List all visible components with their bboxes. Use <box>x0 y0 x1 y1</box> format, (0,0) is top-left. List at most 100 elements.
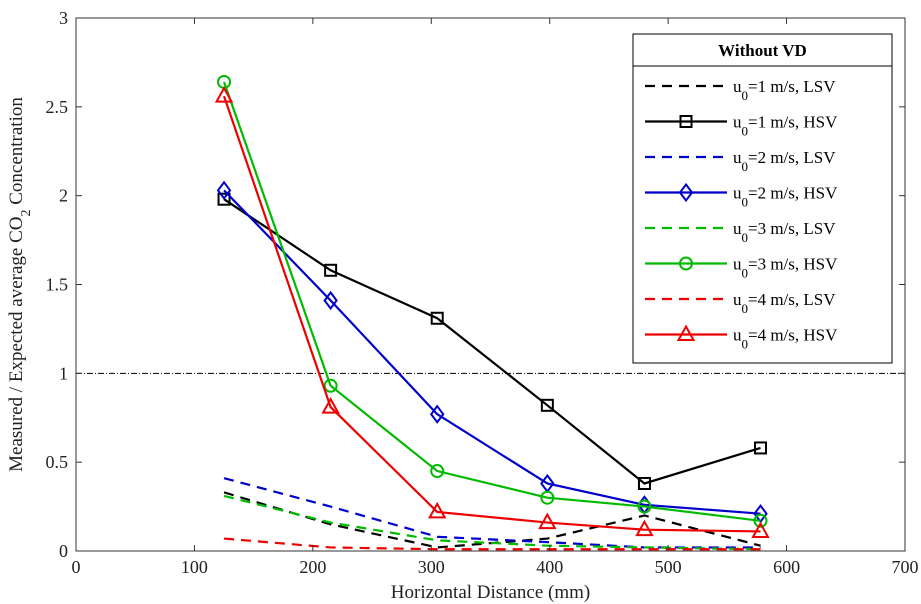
legend-label-main: u <box>733 113 742 132</box>
legend-item-6: u0=3 m/s, HSV <box>645 255 838 281</box>
y-tick-label: 2.5 <box>46 97 69 117</box>
legend-marker <box>679 115 693 128</box>
series-line <box>223 494 761 551</box>
series-5 <box>223 494 761 551</box>
x-tick-label: 700 <box>892 557 919 577</box>
series-point <box>637 499 652 514</box>
legend-label: u0=4 m/s, LSV <box>733 290 836 316</box>
legend-label-sub: 0 <box>742 336 749 351</box>
series-line <box>223 189 761 515</box>
legend-marker <box>678 182 694 203</box>
series-line <box>223 477 761 549</box>
legend-item-7: u0=4 m/s, LSV <box>645 290 836 316</box>
legend-label-tail: =2 m/s, HSV <box>748 184 838 203</box>
series-point <box>428 501 447 519</box>
legend-label: u0=2 m/s, LSV <box>733 148 836 174</box>
series-point <box>635 519 654 537</box>
series-point <box>323 290 338 311</box>
series-point <box>754 441 768 455</box>
legend-label-main: u <box>733 255 742 274</box>
series-point <box>430 464 445 479</box>
x-tick-label: 500 <box>655 557 682 577</box>
legend-item-1: u0=1 m/s, LSV <box>645 77 836 103</box>
legend-item-2: u0=1 m/s, HSV <box>645 113 838 139</box>
series-point <box>216 180 232 201</box>
legend-label-sub: 0 <box>742 88 749 103</box>
series-8 <box>214 86 770 538</box>
legend-label-main: u <box>733 77 742 96</box>
y-axis-title: Measured / Expected average CO2 Concentr… <box>6 97 34 472</box>
legend-label: u0=1 m/s, HSV <box>733 113 838 139</box>
y-axis-title-tail: Concentration <box>6 97 27 210</box>
legend-item-8: u0=4 m/s, HSV <box>645 324 838 352</box>
legend-label-tail: =3 m/s, HSV <box>748 255 838 274</box>
legend-label-main: u <box>733 326 742 345</box>
legend-label-main: u <box>733 148 742 167</box>
series-point <box>217 192 231 206</box>
legend-label-sub: 0 <box>742 265 749 280</box>
legend-label-sub: 0 <box>742 194 749 209</box>
x-tick-label: 200 <box>299 557 326 577</box>
series-line <box>222 95 761 533</box>
legend-item-5: u0=3 m/s, LSV <box>645 219 836 245</box>
legend-label-sub: 0 <box>742 230 749 245</box>
y-axis-title-main: Measured / Expected average CO <box>6 217 27 472</box>
series-point <box>751 521 770 538</box>
legend-box <box>632 33 893 364</box>
y-tick-label: 2 <box>59 186 68 206</box>
legend-label-tail: =2 m/s, LSV <box>748 148 836 167</box>
legend-label-tail: =1 m/s, LSV <box>748 77 836 96</box>
series-point <box>753 513 768 528</box>
series-3 <box>223 477 761 549</box>
y-axis-title-sub: 2 <box>19 210 34 217</box>
legend-label-tail: =4 m/s, HSV <box>748 326 838 345</box>
series-line <box>222 81 761 522</box>
legend-label: u0=2 m/s, HSV <box>733 184 838 210</box>
series-point <box>429 404 445 424</box>
legend-label: u0=1 m/s, LSV <box>733 77 836 103</box>
legend-label-main: u <box>733 290 742 309</box>
legend-label-main: u <box>733 219 742 238</box>
legend-marker <box>676 324 696 341</box>
series-point <box>637 476 651 490</box>
series-line <box>223 198 761 485</box>
series-point <box>430 311 444 325</box>
legend-label-sub: 0 <box>742 301 749 316</box>
y-tick-label: 1 <box>59 363 68 383</box>
legend-label-tail: =4 m/s, LSV <box>748 290 836 309</box>
legend-item-4: u0=2 m/s, HSV <box>645 182 838 210</box>
x-tick-label: 100 <box>181 557 208 577</box>
x-tick-label: 0 <box>72 557 81 577</box>
x-tick-label: 400 <box>536 557 563 577</box>
series-point <box>540 398 554 412</box>
legend-label-sub: 0 <box>742 159 749 174</box>
legend-label-tail: =3 m/s, LSV <box>748 219 836 238</box>
legend-label-main: u <box>733 184 742 203</box>
legend-label-tail: =1 m/s, HSV <box>748 113 838 132</box>
series-point <box>540 490 555 505</box>
legend-label: u0=3 m/s, HSV <box>733 255 838 281</box>
y-tick-label: 0 <box>59 541 68 561</box>
x-tick-label: 300 <box>418 557 445 577</box>
x-tick-label: 600 <box>773 557 800 577</box>
series-point <box>323 378 338 393</box>
y-tick-label: 3 <box>59 8 68 28</box>
legend-marker <box>679 256 693 271</box>
series-point <box>214 86 234 103</box>
x-axis-title: Horizontal Distance (mm) <box>391 582 590 603</box>
series-2 <box>217 192 768 490</box>
legend-label: u0=4 m/s, HSV <box>733 326 838 352</box>
legend-label: u0=3 m/s, LSV <box>733 219 836 245</box>
legend-title: Without VD <box>718 41 807 60</box>
series-point <box>538 512 557 530</box>
tick-layer: 0 100 200 300 400 500 600 700 0 0.5 1 1.5 2 2.5 3 <box>46 8 919 577</box>
series-point <box>324 263 338 277</box>
y-tick-label: 0.5 <box>46 452 69 472</box>
y-tick-label: 1.5 <box>46 275 69 295</box>
legend-item-3: u0=2 m/s, LSV <box>645 148 836 174</box>
legend-label-sub: 0 <box>742 123 749 138</box>
series-point <box>321 397 340 414</box>
